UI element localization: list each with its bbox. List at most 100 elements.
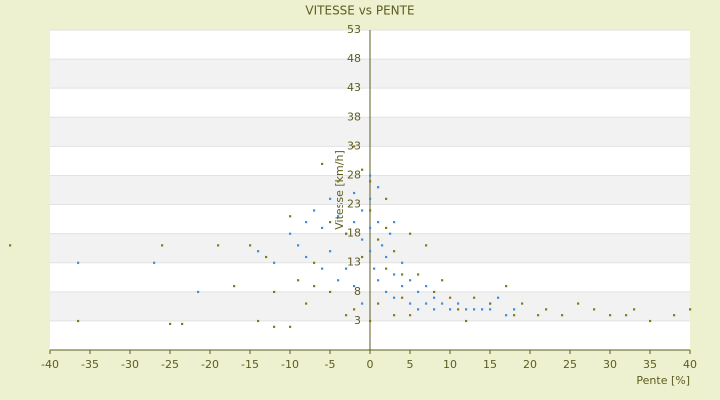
x-axis-title: Pente [%] bbox=[636, 374, 690, 387]
point bbox=[441, 302, 444, 305]
point bbox=[489, 308, 492, 311]
point bbox=[385, 255, 388, 259]
point bbox=[377, 238, 380, 241]
chart-title: VITESSE vs PENTE bbox=[305, 4, 414, 18]
point bbox=[633, 308, 636, 311]
point bbox=[505, 314, 508, 317]
x-tick-label: -10 bbox=[281, 358, 299, 371]
point bbox=[417, 308, 420, 311]
point bbox=[361, 168, 364, 171]
point bbox=[401, 285, 404, 288]
point bbox=[345, 267, 348, 270]
x-tick-label: 35 bbox=[643, 358, 657, 371]
point bbox=[337, 215, 340, 218]
y-tick-label: 53 bbox=[347, 23, 361, 36]
point bbox=[369, 197, 372, 200]
point bbox=[497, 296, 500, 299]
y-tick-label: 13 bbox=[347, 256, 361, 269]
point bbox=[593, 308, 596, 311]
point bbox=[409, 302, 412, 305]
point bbox=[369, 226, 372, 230]
point bbox=[417, 273, 420, 276]
point bbox=[513, 314, 516, 317]
point bbox=[329, 290, 332, 294]
point bbox=[353, 145, 356, 148]
point bbox=[265, 255, 268, 259]
point bbox=[305, 221, 308, 224]
point bbox=[689, 308, 692, 311]
point bbox=[369, 180, 372, 183]
point bbox=[329, 221, 332, 224]
point bbox=[473, 308, 476, 311]
point bbox=[353, 191, 356, 195]
point bbox=[393, 314, 396, 317]
point bbox=[313, 261, 316, 264]
point bbox=[377, 186, 380, 189]
point bbox=[385, 290, 388, 294]
x-tick-label: 15 bbox=[483, 358, 497, 371]
point bbox=[417, 290, 420, 294]
y-tick-label: 23 bbox=[347, 198, 361, 211]
point bbox=[369, 319, 372, 323]
point bbox=[369, 174, 372, 177]
point bbox=[457, 302, 460, 305]
point bbox=[305, 302, 308, 305]
point bbox=[273, 261, 276, 264]
point bbox=[345, 314, 348, 317]
point bbox=[337, 279, 340, 282]
x-tick-label: -40 bbox=[41, 358, 59, 371]
point bbox=[409, 279, 412, 282]
point bbox=[457, 308, 460, 311]
y-tick-label: 38 bbox=[347, 110, 361, 123]
point bbox=[393, 273, 396, 276]
point bbox=[433, 308, 436, 311]
point bbox=[393, 296, 396, 299]
y-tick-label: 28 bbox=[347, 168, 361, 181]
point bbox=[361, 302, 364, 305]
point bbox=[649, 319, 652, 323]
point bbox=[289, 232, 292, 235]
y-tick-label: 3 bbox=[354, 314, 361, 327]
x-tick-label: 0 bbox=[367, 358, 374, 371]
point bbox=[313, 285, 316, 288]
point bbox=[257, 250, 260, 253]
point bbox=[305, 255, 308, 259]
point bbox=[77, 261, 80, 264]
x-tick-label: -5 bbox=[325, 358, 336, 371]
point bbox=[197, 290, 200, 294]
point bbox=[273, 290, 276, 294]
x-tick-label: -20 bbox=[201, 358, 219, 371]
point bbox=[353, 221, 356, 224]
point bbox=[609, 314, 612, 317]
point bbox=[321, 226, 324, 230]
point bbox=[577, 302, 580, 305]
point bbox=[377, 279, 380, 282]
point bbox=[297, 244, 300, 247]
point bbox=[345, 232, 348, 235]
x-tick-label: 40 bbox=[683, 358, 697, 371]
point bbox=[385, 267, 388, 270]
point bbox=[249, 244, 252, 247]
point bbox=[545, 308, 548, 311]
point bbox=[153, 261, 156, 264]
point bbox=[425, 285, 428, 288]
point bbox=[521, 302, 524, 305]
point bbox=[465, 308, 468, 311]
point bbox=[353, 308, 356, 311]
point bbox=[321, 162, 324, 166]
x-tick-label: -35 bbox=[81, 358, 99, 371]
point bbox=[381, 244, 384, 247]
point bbox=[401, 261, 404, 264]
point bbox=[321, 267, 324, 270]
point bbox=[161, 244, 164, 247]
point bbox=[449, 308, 452, 311]
point bbox=[373, 267, 376, 270]
point bbox=[369, 209, 372, 212]
point bbox=[9, 244, 12, 247]
point bbox=[385, 226, 388, 230]
y-axis-title: Vitesse [km/h] bbox=[333, 150, 346, 230]
y-tick-label: 48 bbox=[347, 52, 361, 65]
x-tick-label: -15 bbox=[241, 358, 259, 371]
point bbox=[489, 302, 492, 305]
